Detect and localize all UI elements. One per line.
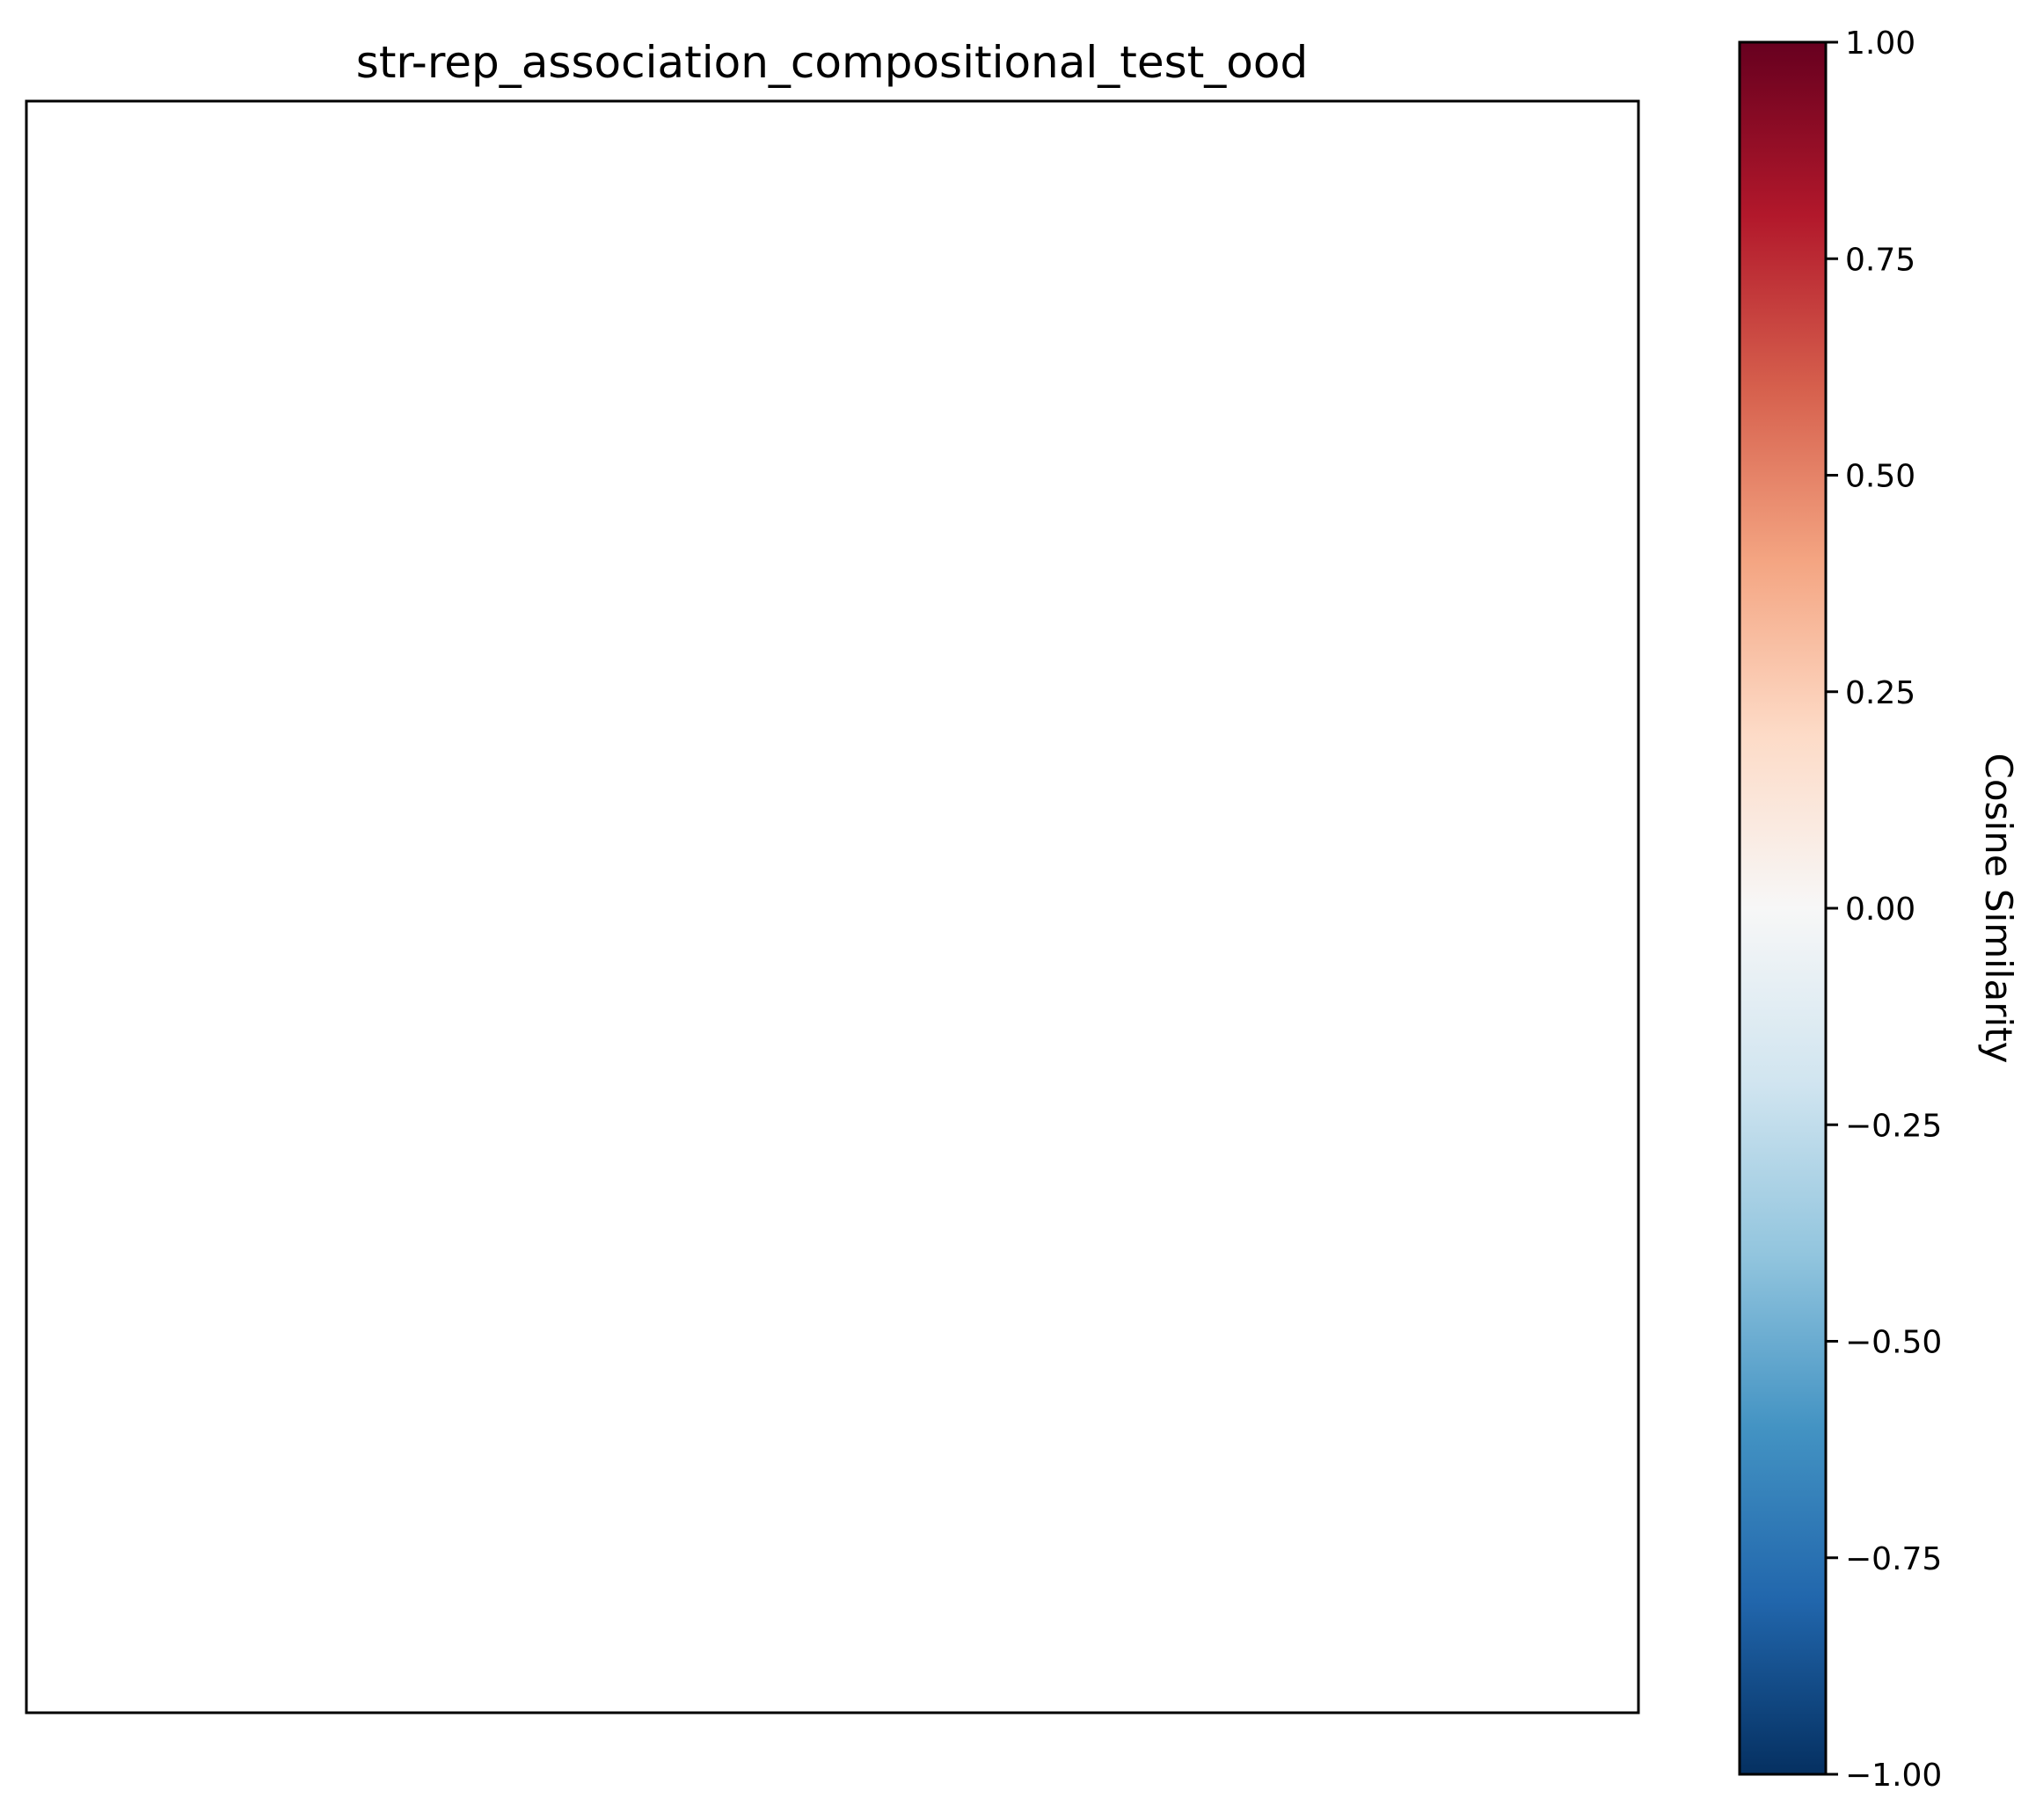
colorbar-tick-label: −0.50 — [1845, 1325, 1942, 1361]
colorbar-tick-label: −0.25 — [1845, 1108, 1942, 1144]
colorbar-tick-label: 1.00 — [1845, 25, 1915, 62]
heatmap-plot-area — [25, 99, 1640, 1714]
colorbar-tick-label: −1.00 — [1845, 1758, 1942, 1794]
colorbar-tick-label: 0.50 — [1845, 459, 1915, 495]
colorbar-tick-label: 0.25 — [1845, 675, 1915, 711]
colorbar-ticks: 1.00 0.75 0.50 0.25 0.00 −0.25 −0.50 −0.75 −1.00 — [1826, 25, 1942, 1794]
colorbar-tick-label: 0.00 — [1845, 892, 1915, 928]
colorbar-label: Cosine Similarity — [1977, 753, 2020, 1064]
colorbar — [1738, 40, 1828, 1776]
chart-title: str-rep_association_compositional_test_o… — [356, 37, 1308, 88]
colorbar-tick-label: −0.75 — [1845, 1541, 1942, 1577]
colorbar-tick-label: 0.75 — [1845, 242, 1915, 278]
